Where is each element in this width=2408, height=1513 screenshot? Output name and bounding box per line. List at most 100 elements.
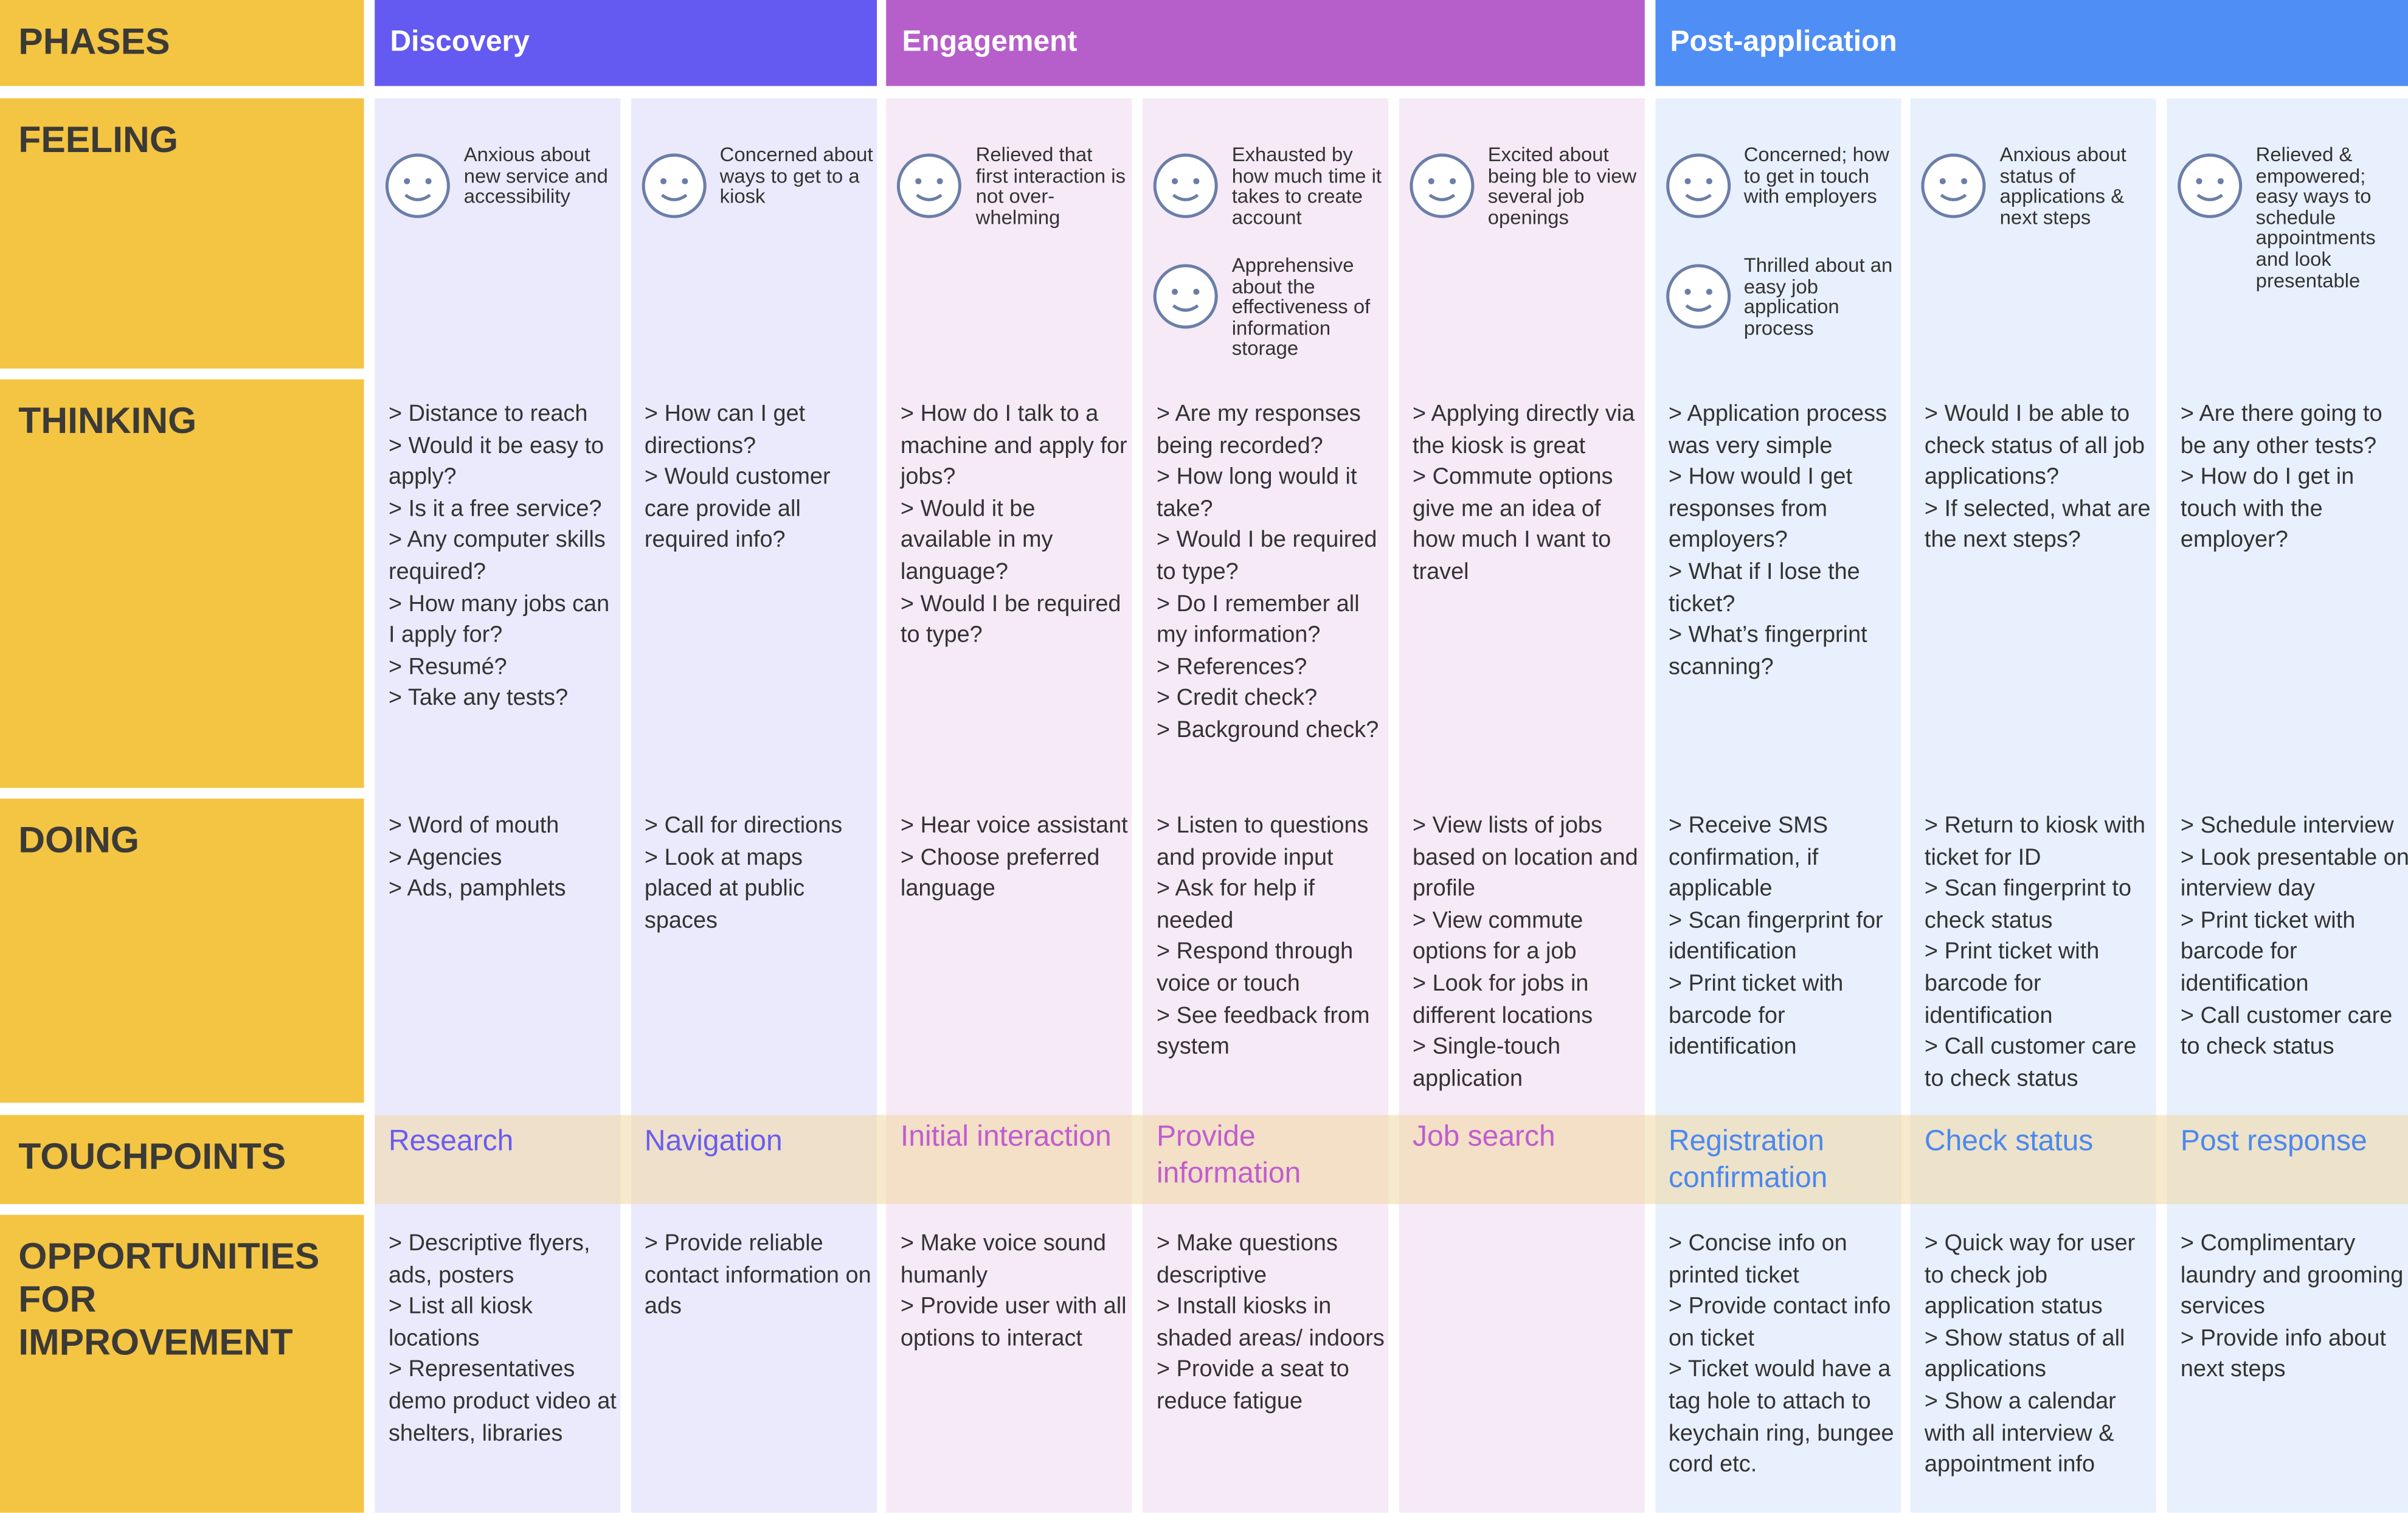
face-icon (1153, 264, 1218, 329)
face-part (1705, 178, 1712, 185)
thinking-item: > How would I get responses from employe… (1668, 464, 1853, 554)
thinking-item: > Resumé? (388, 654, 507, 680)
thinking-item: > How can I get directions? (644, 401, 806, 459)
face-icon (1665, 153, 1730, 218)
face-part (660, 193, 687, 201)
doing-item: > Print ticket with barcode for identifi… (1924, 939, 2100, 1028)
doing-item: > Respond through voice or touch (1156, 939, 1354, 997)
row-label: THINKING (0, 379, 364, 788)
face-part (1940, 178, 1946, 185)
thinking-item-list: > How do I talk to a machine and apply f… (901, 400, 1129, 653)
doing-item-list: > Call for directions > Look at maps plac… (645, 811, 873, 937)
opportunity-item-list: > Complimentary laundry and grooming ser… (2181, 1228, 2408, 1387)
doing-item-list: > Receive SMS confirmation, if applicabl… (1669, 811, 1897, 1064)
feeling: Anxious about new service and accessibil… (463, 142, 608, 208)
touchpoint: Provide information (1156, 1121, 1301, 1191)
face-part (1172, 304, 1199, 312)
opportunity-item: > List all kiosk locations (388, 1293, 533, 1351)
doing-item: > Listen to questions and provide input (1156, 812, 1369, 870)
feeling: Apprehensive about the effectiveness of … (1231, 253, 1371, 360)
feeling: Anxious about status of applications & n… (1999, 142, 2126, 229)
thinking-item: > Background check? (1156, 717, 1379, 744)
thinking-item: > Applying directly via the kiosk is gre… (1412, 401, 1635, 459)
face-part (2177, 153, 2242, 218)
face-icon (1665, 264, 1730, 329)
feeling: Excited about being ble to view several … (1487, 142, 1637, 229)
face-part (2196, 193, 2223, 201)
thinking-item: > Commute options give me an idea of how… (1412, 464, 1613, 586)
face-icon (385, 153, 450, 218)
opportunity-item: > Ticket would have a tag hole to attach… (1668, 1356, 1894, 1478)
thinking-item-list: > Are there going to be any other tests?… (2181, 400, 2408, 558)
thinking-item: > Are my responses being recorded? (1156, 401, 1361, 459)
thinking-item-list: > Are my responses being recorded? > How … (1157, 400, 1385, 747)
thinking-item: > Application process was very simple (1668, 401, 1887, 459)
row-label: PHASES (0, 0, 364, 86)
touchpoint-band (375, 1115, 2408, 1204)
face-part (660, 178, 666, 185)
face-part (2217, 178, 2224, 185)
opportunity-item: > Quick way for user to check job applic… (1924, 1230, 2136, 1320)
opportunity-item: > Provide user with all options to inter… (900, 1293, 1127, 1351)
doing-item: > View lists of jobs based on location a… (1412, 812, 1638, 902)
thinking-item: > Distance to reach (388, 401, 588, 428)
phase-header: Discovery (375, 0, 877, 86)
row-label: TOUCHPOINTS (0, 1115, 364, 1204)
doing-item-list: > Return to kiosk with ticket for ID > Sc… (1925, 811, 2153, 1095)
doing-item: > Ads, pamphlets (388, 876, 566, 902)
thinking-item-list: > Distance to reach > Would it be easy to… (389, 400, 617, 716)
feeling: Exhausted by how much time it takes to c… (1231, 142, 1382, 229)
face-part (1193, 178, 1200, 185)
face-part (916, 193, 943, 201)
face-icon (1409, 153, 1474, 218)
doing-item: > Scan fingerprint for identification (1668, 907, 1883, 965)
opportunity-item: > Make voice sound humanly (900, 1230, 1106, 1288)
thinking-item-list: > Would I be able to check status of all… (1925, 400, 2153, 558)
doing-item: > Choose preferred language (900, 843, 1100, 902)
opportunity-item: > Make questions descriptive (1156, 1230, 1338, 1288)
column-background (1911, 98, 2157, 1513)
opportunity-item: > Representatives demo product video at … (388, 1356, 617, 1446)
doing-item: > Return to kiosk with ticket for ID (1924, 812, 2146, 870)
doing-item-list: > Schedule interview > Look presentable o… (2181, 811, 2408, 1064)
touchpoint: Initial interaction (900, 1121, 1112, 1154)
thinking-item-list: > Application process was very simple > H… (1669, 400, 1897, 684)
face-part (1921, 153, 1986, 218)
face-part (404, 193, 431, 201)
doing-item: > Agencies (388, 843, 502, 870)
face-icon (2177, 153, 2242, 218)
thinking-item: > What if I lose the ticket? (1668, 559, 1860, 617)
face-part (1684, 193, 1711, 201)
thinking-item: > Would customer care provide all requir… (644, 464, 831, 554)
doing-item: > Print ticket with barcode for identifi… (1668, 971, 1844, 1060)
column-background (1399, 98, 1645, 1513)
face-part (641, 153, 706, 218)
opportunity-item: > Show a calendar with all interview & a… (1924, 1388, 2116, 1478)
face-icon (641, 153, 706, 218)
thinking-item: > How many jobs can I apply for? (388, 590, 610, 649)
doing-item: > Single-touch application (1412, 1034, 1561, 1092)
face-part (2196, 178, 2202, 185)
thinking-item: > Credit check? (1156, 685, 1318, 712)
touchpoint: Check status (1924, 1126, 2094, 1158)
thinking-item: > Take any tests? (388, 685, 569, 712)
face-part (1172, 288, 1178, 295)
column-background (887, 98, 1133, 1513)
thinking-item-list: > How can I get directions? > Would custo… (645, 400, 873, 558)
touchpoint: Navigation (644, 1126, 783, 1158)
thinking-item: > Would it be easy to apply? (388, 432, 604, 491)
doing-item: > Word of mouth (388, 812, 559, 839)
opportunity-item-list: > Concise info on printed ticket > Provid… (1669, 1228, 1897, 1481)
doing-item: > Receive SMS confirmation, if applicabl… (1668, 812, 1828, 902)
face-icon (1153, 153, 1218, 218)
feeling: Concerned; how to get in touch with empl… (1743, 142, 1889, 208)
doing-item-list: > View lists of jobs based on location a… (1413, 811, 1641, 1095)
opportunity-item: > Provide reliable contact information o… (644, 1230, 871, 1320)
feeling: Relieved & empowered; easy ways to sched… (2255, 142, 2376, 291)
touchpoint: Registration confirmation (1668, 1126, 1828, 1195)
face-part (1705, 288, 1712, 295)
opportunity-item: > Descriptive flyers, ads, posters (388, 1230, 590, 1288)
doing-item: > Print ticket with barcode for identifi… (2180, 907, 2356, 997)
